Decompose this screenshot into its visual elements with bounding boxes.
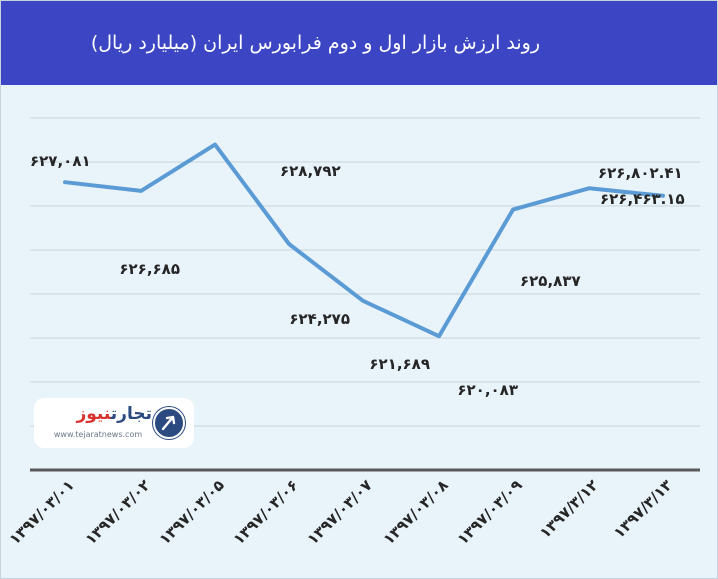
x-tick-label: ۱۳۹۷/۰۳/۰۷ xyxy=(304,476,376,548)
data-label: ۶۲۷,۰۸۱ xyxy=(30,152,91,170)
header-bar xyxy=(1,1,717,85)
tejaratnews-logo: تجارتنیوز www.tejaratnews.com xyxy=(34,398,194,448)
x-tick-label: ۱۳۹۷/۰۳/۰۶ xyxy=(230,476,302,548)
x-tick-label: ۱۳۹۷/۰۳/۰۲ xyxy=(82,476,154,548)
data-label: ۶۲۰,۰۸۳ xyxy=(457,381,518,399)
data-label: ۶۲۵,۸۳۷ xyxy=(520,272,581,290)
data-label: ۶۲۶,۸۰۲.۴۱ xyxy=(598,164,683,182)
data-label: ۶۲۶,۴۶۳.۱۵ xyxy=(600,190,685,208)
data-label: ۶۲۸,۷۹۲ xyxy=(280,162,341,180)
x-tick-label: ۱۳۹۷/۰۳/۰۸ xyxy=(380,476,452,548)
data-labels: ۶۲۷,۰۸۱ ۶۲۶,۶۸۵ ۶۲۸,۷۹۲ ۶۲۴,۲۷۵ ۶۲۱,۶۸۹ ۶۲۰,۰… xyxy=(30,152,685,399)
logo-wordmark: تجارتنیوز xyxy=(44,404,152,424)
logo-name-accent: نیوز xyxy=(76,404,111,424)
x-tick-label: ۱۳۹۷/۰۳/۰۹ xyxy=(454,476,526,548)
data-label: ۶۲۶,۶۸۵ xyxy=(119,260,180,278)
x-tick-label: ۱۳۹۷/۰۳/۰۵ xyxy=(156,476,228,548)
x-tick-label: ۱۳۹۷/۰۳/۰۱ xyxy=(6,476,78,548)
data-label: ۶۲۴,۲۷۵ xyxy=(289,310,350,328)
gridlines xyxy=(30,117,700,427)
data-label: ۶۲۱,۶۸۹ xyxy=(369,355,430,373)
logo-name-main: تجارت xyxy=(110,404,152,424)
series-layer xyxy=(63,142,665,339)
series-line xyxy=(63,142,665,339)
x-tick-labels: ۱۳۹۷/۰۳/۰۱ ۱۳۹۷/۰۳/۰۲ ۱۳۹۷/۰۳/۰۵ ۱۳۹۷/۰۳/۰۶… xyxy=(6,476,676,548)
chart-title: روند ارزش بازار اول و دوم فرابورس ایران … xyxy=(90,32,540,54)
logo-arrow-icon xyxy=(152,406,186,440)
logo-url: www.tejaratnews.com xyxy=(53,430,143,439)
x-tick-label: ۱۳۹۷/۳/۱۲ xyxy=(536,476,602,542)
x-tick-label: ۱۳۹۷/۳/۱۳ xyxy=(610,476,676,542)
